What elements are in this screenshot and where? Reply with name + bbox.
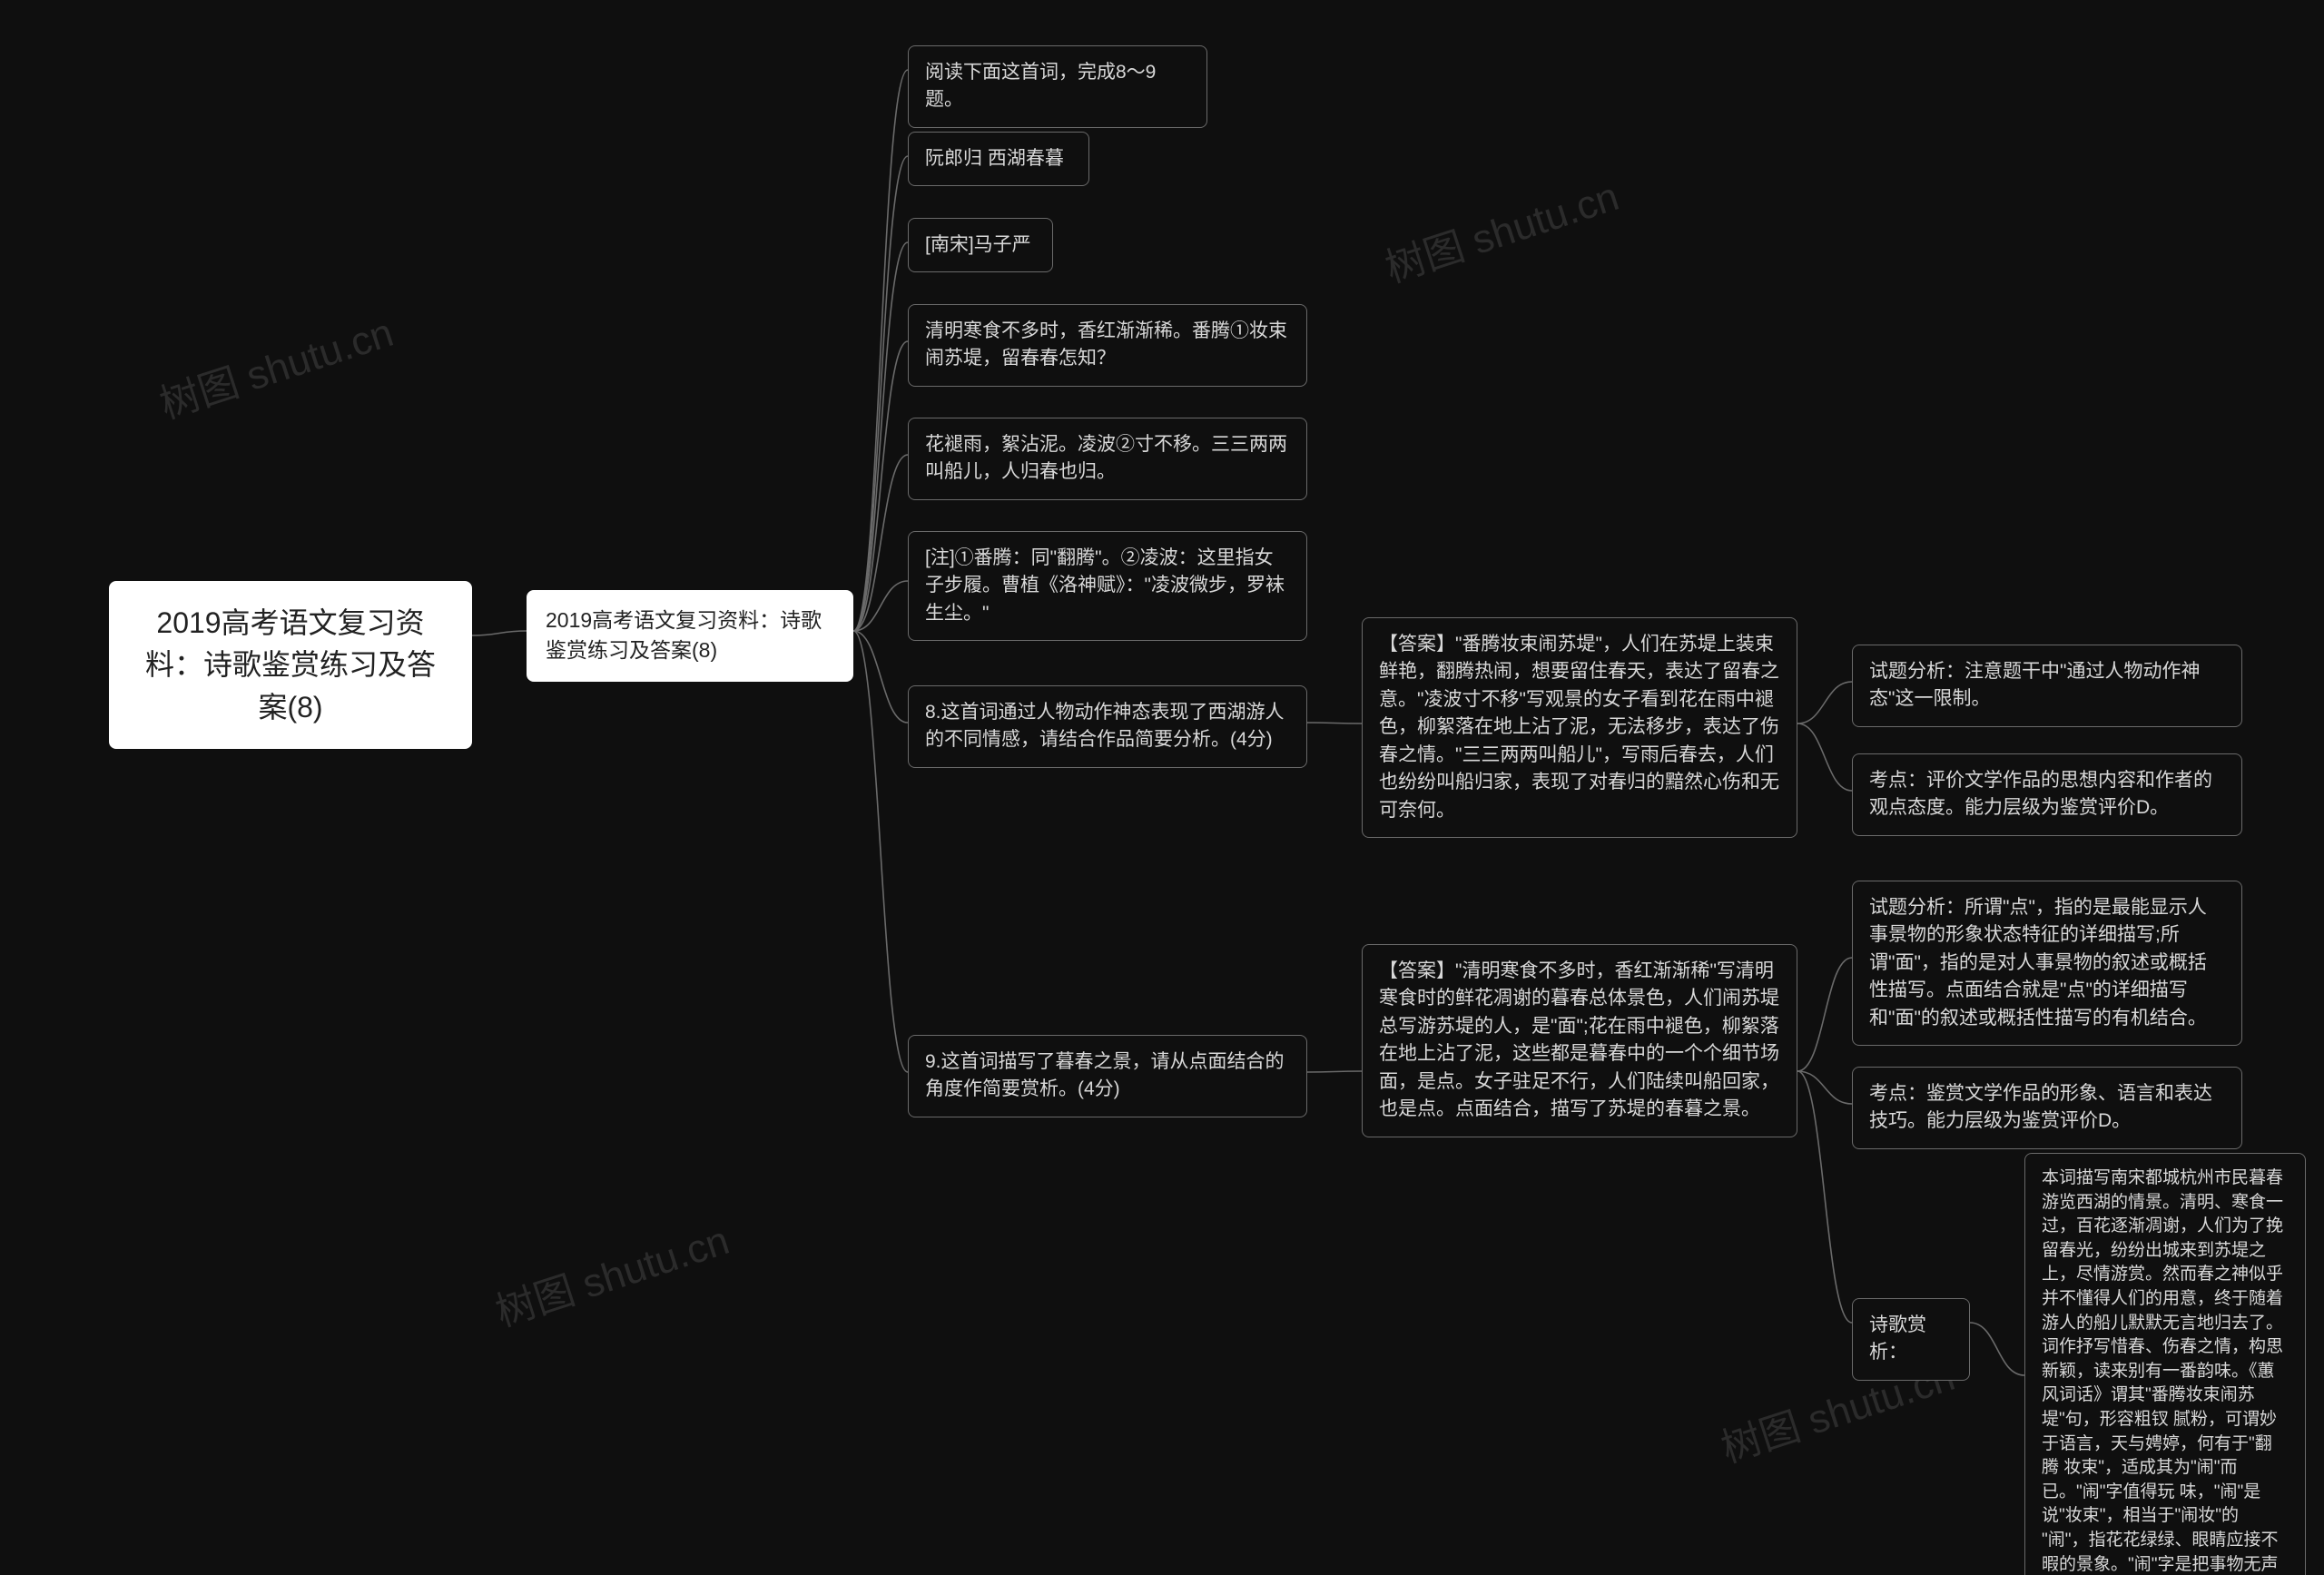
node-q9-kaopoint[interactable]: 考点：鉴赏文学作品的形象、语言和表达技巧。能力层级为鉴赏评价D。 [1852, 1067, 2242, 1149]
node-q8-analysis[interactable]: 试题分析：注意题干中"通过人物动作神态"这一限制。 [1852, 645, 2242, 727]
node-notes[interactable]: [注]①番腾：同"翻腾"。②凌波：这里指女子步履。曹植《洛神赋》："凌波微步，罗… [908, 531, 1307, 641]
node-stanza2[interactable]: 花褪雨，絮沾泥。凌波②寸不移。三三两两叫船儿，人归春也归。 [908, 418, 1307, 500]
watermark: 树图 shutu.cn [487, 1207, 735, 1337]
node-author[interactable]: [南宋]马子严 [908, 218, 1053, 272]
root-node[interactable]: 2019高考语文复习资料：诗歌鉴赏练习及答案(8) [109, 581, 472, 749]
node-q9-answer[interactable]: 【答案】"清明寒食不多时，香红渐渐稀"写清明寒食时的鲜花凋谢的暮春总体景色，人们… [1362, 944, 1797, 1137]
node-appreciation-label[interactable]: 诗歌赏析： [1852, 1298, 1970, 1381]
node-q9[interactable]: 9.这首词描写了暮春之景，请从点面结合的角度作简要赏析。(4分) [908, 1035, 1307, 1117]
node-intro[interactable]: 阅读下面这首词，完成8～9题。 [908, 45, 1207, 128]
watermark: 树图 shutu.cn [1377, 163, 1625, 293]
node-stanza1[interactable]: 清明寒食不多时，香红渐渐稀。番腾①妆束闹苏堤，留春春怎知？ [908, 304, 1307, 387]
level1-node[interactable]: 2019高考语文复习资料：诗歌鉴赏练习及答案(8) [527, 590, 853, 682]
node-q8[interactable]: 8.这首词通过人物动作神态表现了西湖游人的不同情感，请结合作品简要分析。(4分) [908, 685, 1307, 768]
mindmap-canvas: 树图 shutu.cn 树图 shutu.cn 树图 shutu.cn 树图 s… [0, 0, 2324, 1575]
watermark: 树图 shutu.cn [152, 300, 399, 429]
node-q8-kaopoint[interactable]: 考点：评价文学作品的思想内容和作者的观点态度。能力层级为鉴赏评价D。 [1852, 753, 2242, 836]
node-appreciation-body[interactable]: 本词描写南宋都城杭州市民暮春游览西湖的情景。清明、寒食一过，百花逐渐凋谢，人们为… [2024, 1153, 2306, 1575]
node-poem-title[interactable]: 阮郎归 西湖春暮 [908, 132, 1089, 186]
node-q8-answer[interactable]: 【答案】"番腾妆束闹苏堤"，人们在苏堤上装束鲜艳，翻腾热闹，想要留住春天，表达了… [1362, 617, 1797, 838]
node-q9-analysis[interactable]: 试题分析：所谓"点"，指的是最能显示人事景物的形象状态特征的详细描写;所谓"面"… [1852, 881, 2242, 1046]
